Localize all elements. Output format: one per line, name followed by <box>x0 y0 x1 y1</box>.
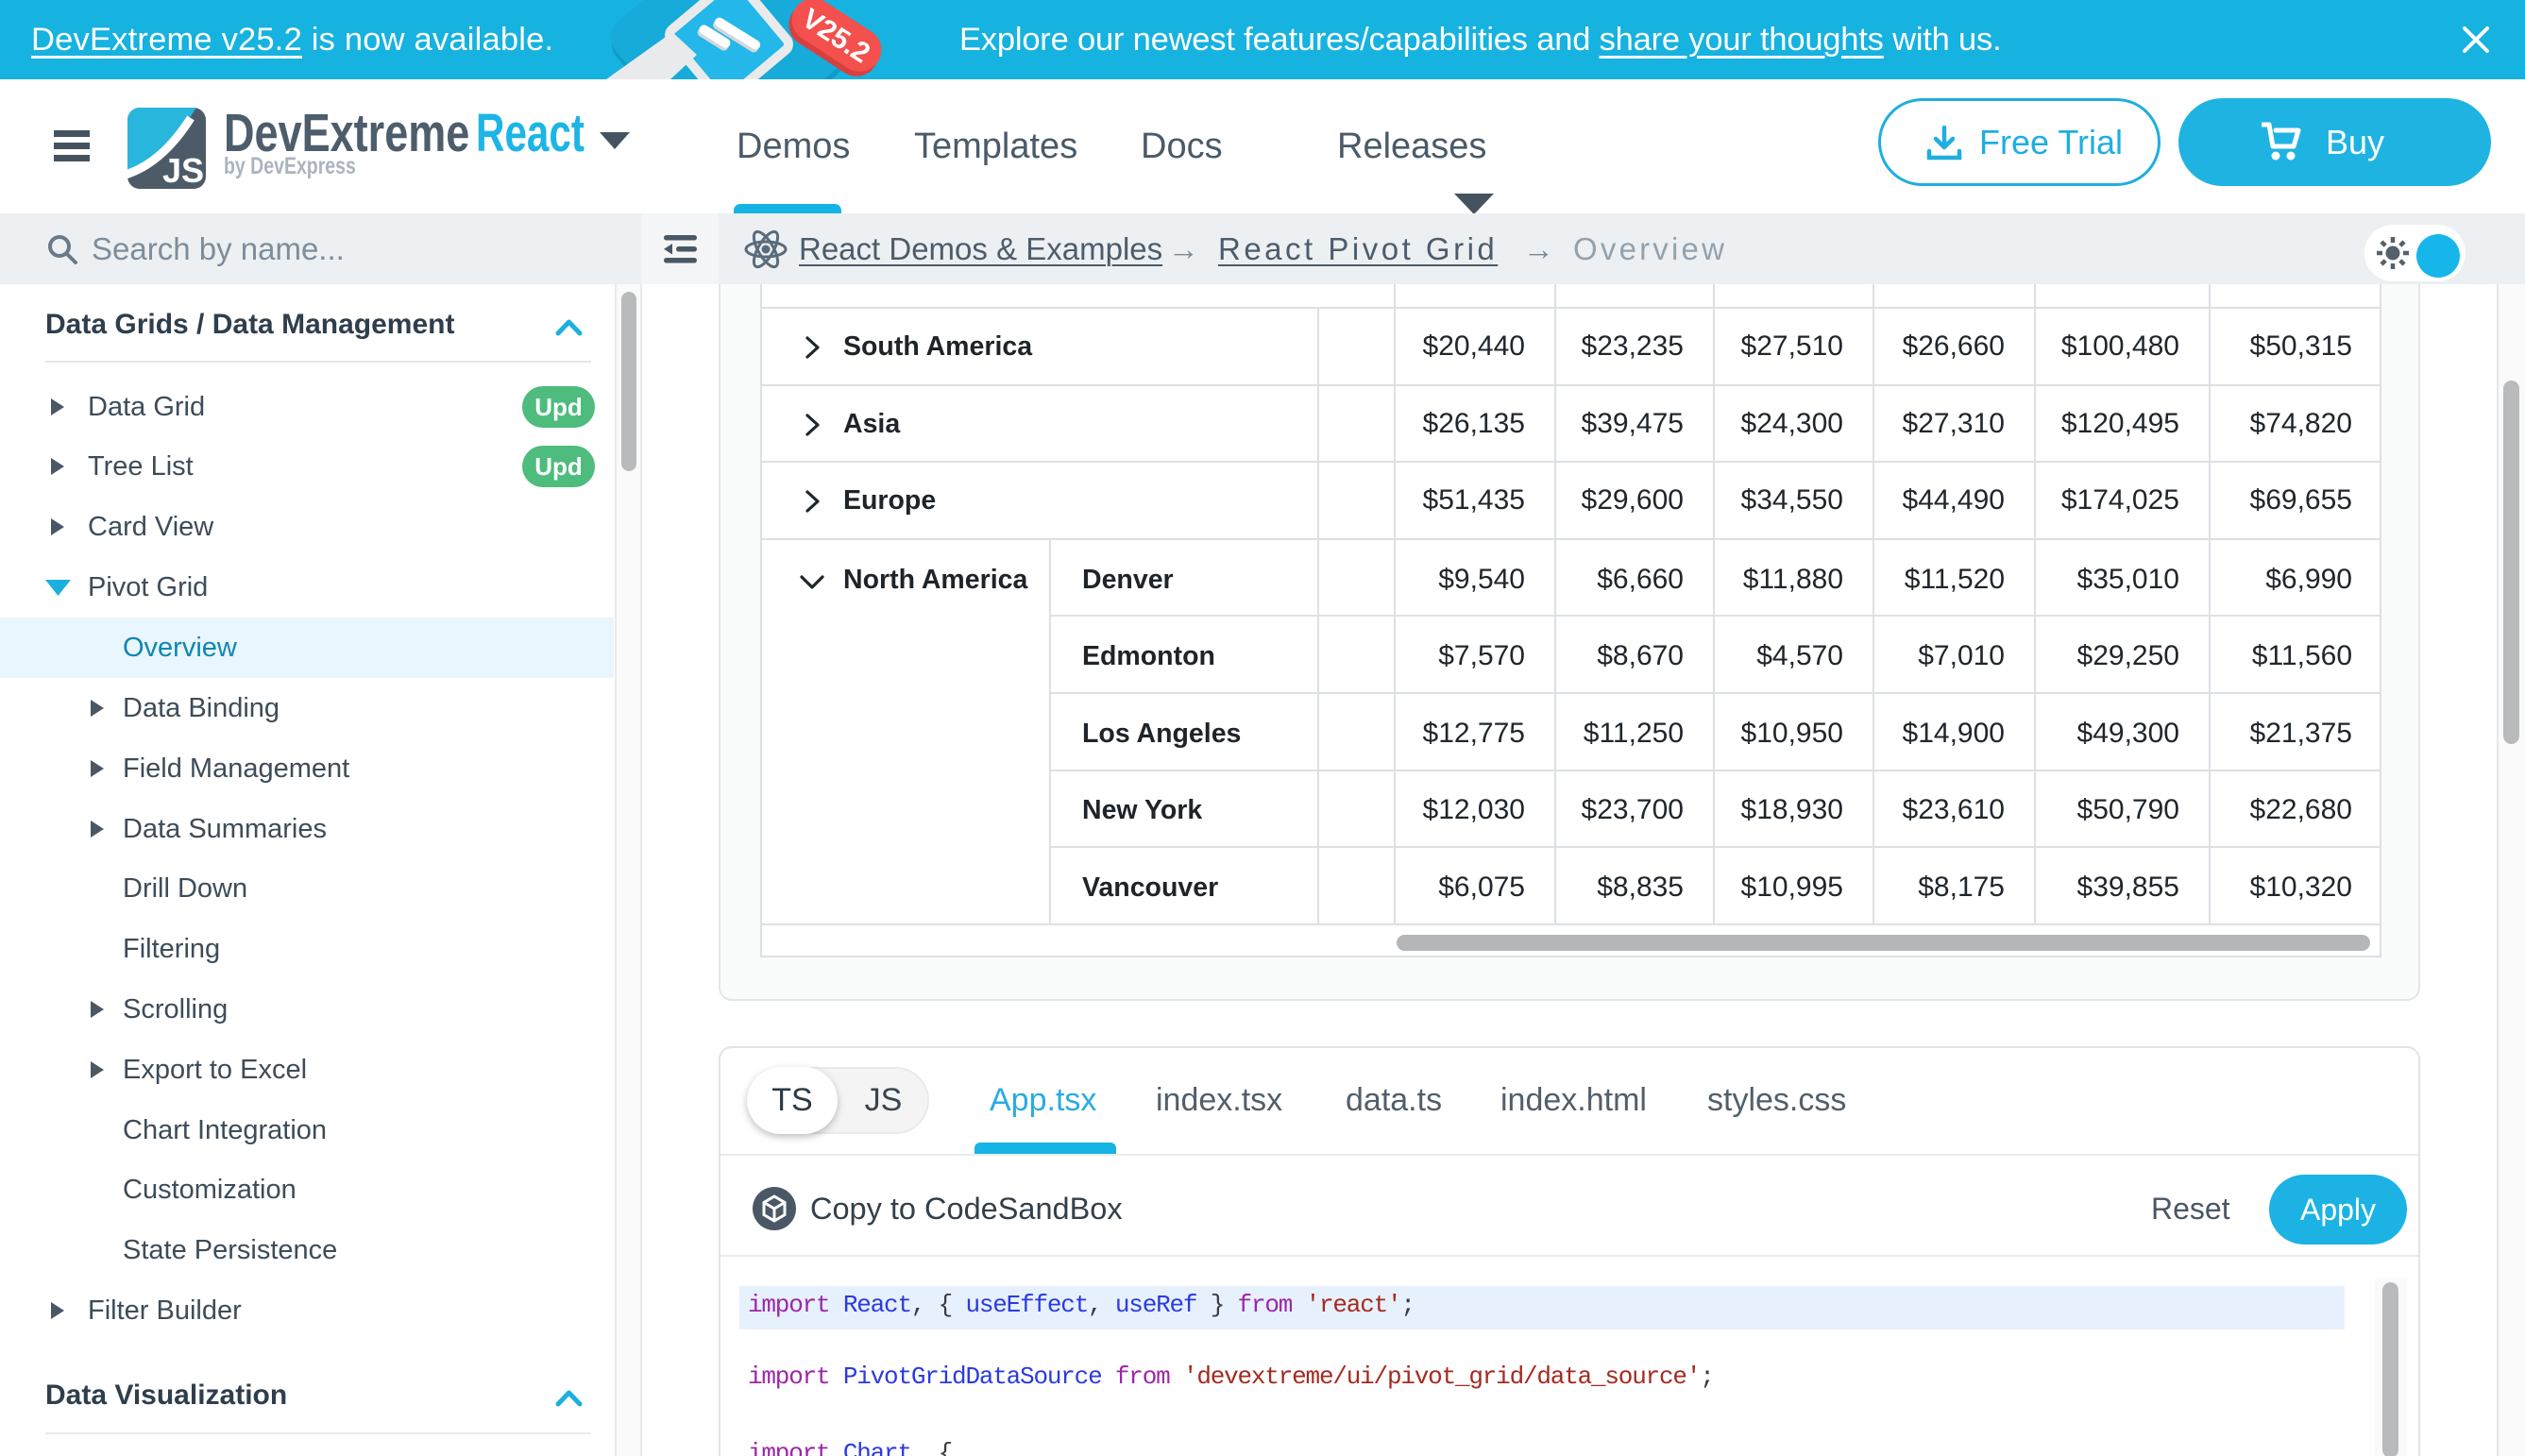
svg-text:JS: JS <box>162 151 204 189</box>
